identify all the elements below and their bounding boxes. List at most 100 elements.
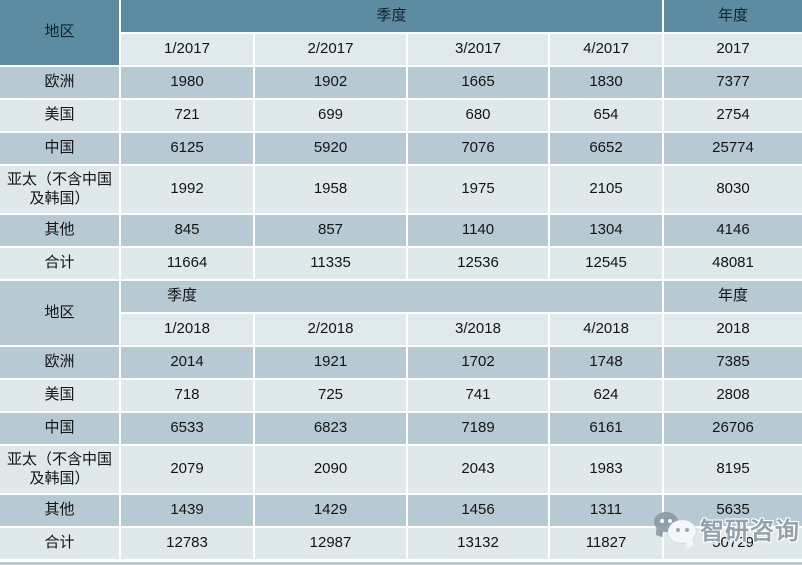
value-cell: 12536 [407, 247, 550, 281]
value-cell: 1439 [120, 494, 255, 528]
value-cell: 2043 [407, 445, 550, 495]
quarter-label: 4/2018 [549, 313, 665, 347]
quarter-label: 3/2017 [407, 33, 550, 67]
year-total-cell: 26706 [663, 412, 802, 446]
year-total-cell: 2808 [663, 379, 802, 413]
value-cell: 1992 [120, 165, 255, 215]
value-cell: 1456 [407, 494, 550, 528]
value-cell: 725 [254, 379, 408, 413]
year-group-header: 年度 [663, 280, 802, 314]
value-cell: 1983 [549, 445, 665, 495]
value-cell: 6652 [549, 132, 665, 166]
year-total-cell: 7385 [663, 346, 802, 380]
table-edge-strip [0, 562, 802, 565]
quarter-group-header: 季度 [120, 0, 665, 34]
total-row: 合计 12783 12987 13132 11827 50729 [0, 527, 802, 561]
value-cell: 6533 [120, 412, 255, 446]
value-cell: 12987 [254, 527, 408, 561]
value-cell: 654 [549, 99, 665, 133]
region-cell: 欧洲 [0, 346, 121, 380]
year-total-cell: 8195 [663, 445, 802, 495]
region-cell: 其他 [0, 494, 121, 528]
total-row: 合计 11664 11335 12536 12545 48081 [0, 247, 802, 281]
value-cell: 1902 [254, 66, 408, 100]
value-cell: 624 [549, 379, 665, 413]
value-cell: 13132 [407, 527, 550, 561]
value-cell: 11827 [549, 527, 665, 561]
table-row: 中国 6533 6823 7189 6161 26706 [0, 412, 802, 446]
year-total-cell: 25774 [663, 132, 802, 166]
year-group-header: 年度 [663, 0, 802, 34]
value-cell: 699 [254, 99, 408, 133]
value-cell: 1975 [407, 165, 550, 215]
region-cell: 合计 [0, 247, 121, 281]
value-cell: 857 [254, 214, 408, 248]
table-row: 中国 6125 5920 7076 6652 25774 [0, 132, 802, 166]
value-cell: 7076 [407, 132, 550, 166]
region-column-header: 地区 [0, 280, 121, 347]
value-cell: 845 [120, 214, 255, 248]
table-row: 其他 1439 1429 1456 1311 5635 [0, 494, 802, 528]
table-row: 欧洲 1980 1902 1665 1830 7377 [0, 66, 802, 100]
quarter-label: 1/2018 [120, 313, 255, 347]
year-total-cell: 8030 [663, 165, 802, 215]
quarter-label: 1/2017 [120, 33, 255, 67]
region-column-header: 地区 [0, 0, 121, 67]
value-cell: 11335 [254, 247, 408, 281]
value-cell: 11664 [120, 247, 255, 281]
value-cell: 2105 [549, 165, 665, 215]
quarter-label: 2/2018 [254, 313, 408, 347]
year-total-cell: 2754 [663, 99, 802, 133]
value-cell: 1311 [549, 494, 665, 528]
value-cell: 2090 [254, 445, 408, 495]
value-cell: 1748 [549, 346, 665, 380]
value-cell: 7189 [407, 412, 550, 446]
value-cell: 1304 [549, 214, 665, 248]
region-cell: 其他 [0, 214, 121, 248]
year-total-cell: 4146 [663, 214, 802, 248]
value-cell: 2014 [120, 346, 255, 380]
quarter-label: 3/2018 [407, 313, 550, 347]
value-cell: 6161 [549, 412, 665, 446]
region-cell: 合计 [0, 527, 121, 561]
quarter-label: 4/2017 [549, 33, 665, 67]
year-label: 2017 [663, 33, 802, 67]
table-row: 亚太（不含中国及韩国） 2079 2090 2043 1983 8195 [0, 445, 802, 495]
region-cell: 美国 [0, 99, 121, 133]
value-cell: 741 [407, 379, 550, 413]
value-cell: 1830 [549, 66, 665, 100]
value-cell: 2079 [120, 445, 255, 495]
table-row: 美国 721 699 680 654 2754 [0, 99, 802, 133]
table-row: 其他 845 857 1140 1304 4146 [0, 214, 802, 248]
year-total-cell: 50729 [663, 527, 802, 561]
value-cell: 12545 [549, 247, 665, 281]
region-cell: 美国 [0, 379, 121, 413]
value-cell: 1958 [254, 165, 408, 215]
value-cell: 5920 [254, 132, 408, 166]
year-total-cell: 7377 [663, 66, 802, 100]
year-total-cell: 5635 [663, 494, 802, 528]
region-cell: 中国 [0, 412, 121, 446]
quarter-group-header: 季度 [120, 280, 665, 314]
value-cell: 12783 [120, 527, 255, 561]
quarter-labels-row-2018: 1/2018 2/2018 3/2018 4/2018 2018 [0, 313, 802, 347]
region-cell: 欧洲 [0, 66, 121, 100]
table-row: 亚太（不含中国及韩国） 1992 1958 1975 2105 8030 [0, 165, 802, 215]
value-cell: 1140 [407, 214, 550, 248]
value-cell: 718 [120, 379, 255, 413]
value-cell: 680 [407, 99, 550, 133]
value-cell: 1665 [407, 66, 550, 100]
region-cell: 亚太（不含中国及韩国） [0, 445, 121, 495]
year-total-cell: 48081 [663, 247, 802, 281]
header-row-2017: 地区 季度 年度 [0, 0, 802, 67]
value-cell: 1702 [407, 346, 550, 380]
value-cell: 1429 [254, 494, 408, 528]
value-cell: 1980 [120, 66, 255, 100]
quarter-labels-row-2017: 1/2017 2/2017 3/2017 4/2017 2017 [0, 33, 802, 67]
value-cell: 6823 [254, 412, 408, 446]
value-cell: 721 [120, 99, 255, 133]
year-label: 2018 [663, 313, 802, 347]
table-row: 欧洲 2014 1921 1702 1748 7385 [0, 346, 802, 380]
